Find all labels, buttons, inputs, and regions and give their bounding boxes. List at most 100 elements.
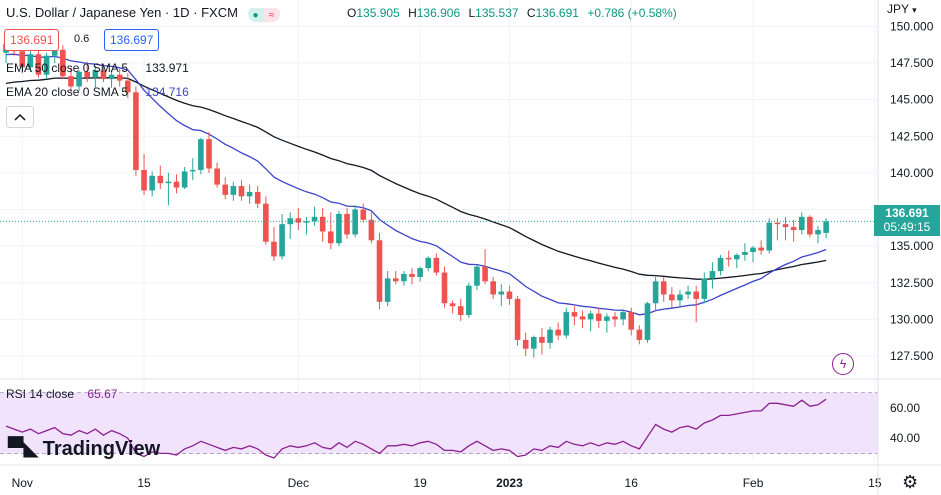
ema50-legend[interactable]: EMA 50 close 0 SMA 5 133.971 [6,61,189,75]
candle [514,295,521,346]
buy-button[interactable]: 136.697 [104,29,160,51]
candle-body [352,209,358,235]
candle-body [782,224,789,228]
candle-body [750,247,756,252]
candle-body [116,74,123,81]
candle-body [807,216,813,235]
candle [68,67,74,93]
rsi-legend[interactable]: RSI 14 close 65.67 [6,387,118,401]
candle-body [766,222,773,251]
candle-body [19,51,26,68]
open-value: 135.905 [356,6,400,20]
candle-body [685,291,691,295]
x-tick-label: 15 [868,476,882,490]
candle [758,240,764,255]
candle-body [173,181,180,188]
symbol-title[interactable]: U.S. Dollar / Japanese Yen · 1D · FXCM [6,5,238,20]
candle-body [563,312,570,336]
candle-body [660,281,667,295]
candle-body [401,273,407,282]
candle [482,249,488,285]
candle-body [222,184,229,195]
candle [279,213,285,260]
spread-value: 0.6 [74,33,90,45]
candle-body [774,222,781,225]
candle [433,253,440,276]
candle-body [271,241,277,257]
candle-body [254,191,261,204]
ema20-layer [5,53,827,316]
candle-body [43,55,50,75]
candle [376,232,383,310]
candle [173,174,180,194]
candle-body [474,266,480,286]
candle-body [587,313,594,320]
candle-body [531,336,537,349]
tradingview-logo[interactable]: ▀◣ TradingView [8,436,161,460]
market-status-pill[interactable]: ● ≈ [247,6,280,22]
candle [254,186,261,209]
chevron-down-icon: ▾ [912,5,917,15]
candle [522,332,529,357]
candle [595,307,602,329]
high-value: 136.906 [416,6,461,20]
candle-body [392,278,399,282]
candle-body [76,71,82,87]
rsi-y-tick-label: 40.00 [890,431,920,445]
candle [319,208,326,242]
candle [798,212,805,235]
candle [539,328,545,355]
candle [823,218,829,239]
candle-body [693,291,699,299]
sell-button[interactable]: 136.691 [4,29,60,51]
ema20-legend[interactable]: EMA 20 close 0 SMA 5 134.716 [6,85,189,99]
candle [214,162,220,188]
candle [628,307,635,336]
rsi-band [0,392,878,454]
candle [246,184,253,204]
candle-body [579,316,586,320]
candle-body [425,257,432,269]
candle [392,271,399,285]
candle-body [84,71,90,78]
candle-body [758,247,764,251]
flash-icon[interactable]: ϟ [832,353,854,375]
rsi-pane: 40.00 60.00 [0,392,920,459]
candle [336,210,342,247]
candle [76,70,82,91]
candle [693,285,699,323]
candle [100,64,107,83]
candle [506,285,513,305]
candle [742,243,748,261]
x-tick-label: 2023 [496,476,523,490]
collapse-legend-button[interactable] [6,106,34,128]
candle-body [571,312,578,317]
candle [701,272,708,304]
candle [441,266,448,308]
candles-layer [3,32,829,358]
candle [157,165,164,189]
candle [644,301,651,343]
y-tick-label: 140.000 [890,166,934,180]
candle [790,219,797,242]
candle-body [734,254,740,260]
x-tick-label: 16 [625,476,639,490]
candle-body [441,272,448,304]
candle-body [701,278,708,299]
candle [669,287,675,308]
currency-label[interactable]: JPY ▾ [887,2,917,16]
ema20-value: 134.716 [145,85,189,99]
candle-body [133,92,139,170]
candle [352,205,358,238]
candle-body [92,70,99,78]
candle-body [433,257,440,273]
candle [652,276,659,311]
candle [222,177,229,200]
candle [807,215,813,238]
candle [774,218,781,241]
countdown-value: 05:49:15 [883,220,931,234]
candle [43,52,50,80]
settings-gear-icon[interactable]: ⚙ [902,472,919,492]
rsi-line [5,398,827,459]
